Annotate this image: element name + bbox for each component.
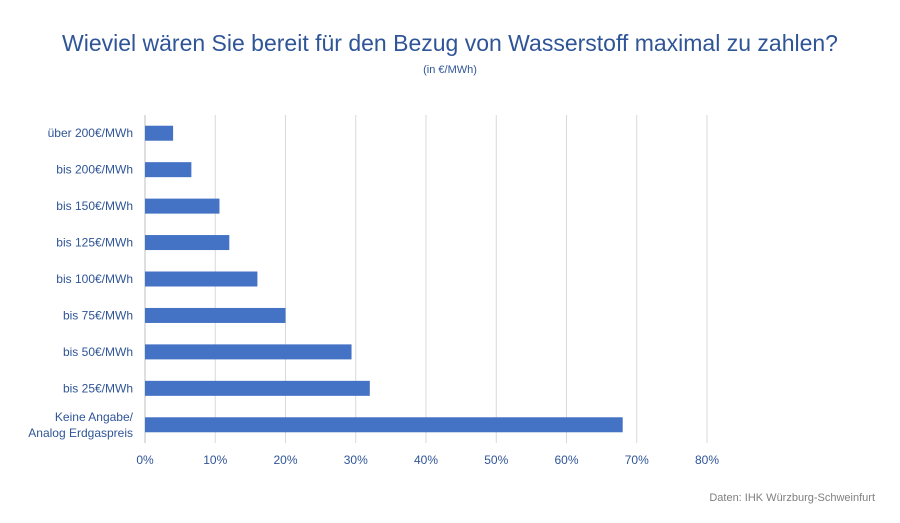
x-tick-label: 80% (695, 453, 719, 467)
category-label: über 200€/MWh (48, 126, 133, 140)
bar (145, 344, 352, 360)
bar (145, 307, 286, 323)
chart-subtitle: (in €/MWh) (423, 64, 477, 76)
x-tick-label: 10% (203, 453, 227, 467)
x-tick-label: 50% (484, 453, 508, 467)
bar (145, 162, 192, 178)
source-note: Daten: IHK Würzburg-Schweinfurt (709, 492, 875, 504)
bar (145, 125, 174, 141)
bar (145, 380, 370, 396)
category-label: bis 200€/MWh (56, 163, 133, 177)
chart-title: Wieviel wären Sie bereit für den Bezug v… (62, 30, 838, 56)
bar (145, 417, 623, 433)
category-label: bis 100€/MWh (56, 272, 133, 286)
x-tick-label: 0% (136, 453, 154, 467)
x-axis-tick-labels: 0% 10% 20% 30% 40% 50% 60% 70% 80% (136, 453, 719, 467)
bars (145, 125, 623, 433)
x-tick-label: 40% (414, 453, 438, 467)
x-tick-label: 20% (273, 453, 297, 467)
x-tick-label: 70% (625, 453, 649, 467)
category-label: bis 125€/MWh (56, 236, 133, 250)
category-labels: über 200€/MWh bis 200€/MWh bis 150€/MWh bis… (28, 126, 133, 440)
category-label: bis 50€/MWh (63, 345, 133, 359)
category-label: Keine Angabe/Analog Erdgaspreis (28, 410, 133, 440)
category-label: bis 25€/MWh (63, 381, 133, 395)
x-tick-label: 60% (554, 453, 578, 467)
category-label: bis 150€/MWh (56, 199, 133, 213)
bar (145, 271, 258, 287)
bar (145, 198, 220, 214)
bar (145, 235, 230, 251)
x-tick-label: 30% (344, 453, 368, 467)
category-label: bis 75€/MWh (63, 308, 133, 322)
